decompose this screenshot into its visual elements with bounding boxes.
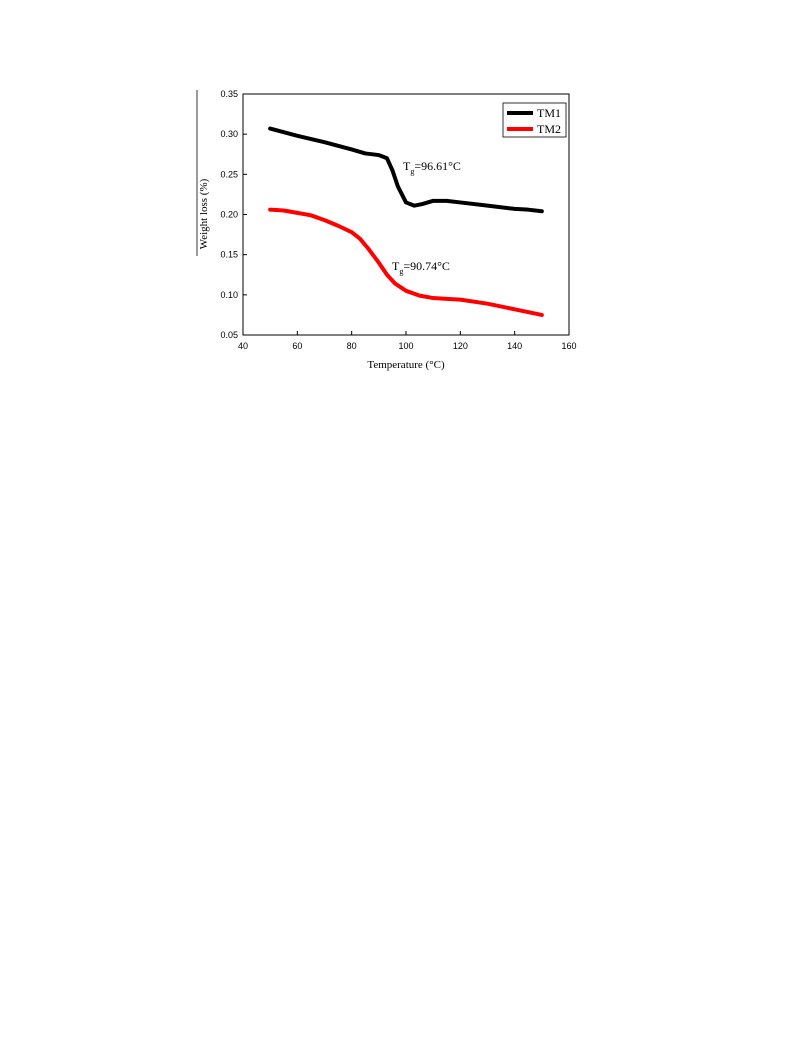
y-tick-label: 0.15 xyxy=(220,250,238,260)
data-line xyxy=(268,126,544,214)
data-line xyxy=(268,207,544,317)
legend-label: TM1 xyxy=(537,106,561,120)
x-tick-label: 160 xyxy=(561,341,576,351)
y-tick-label: 0.05 xyxy=(220,330,238,340)
legend-box xyxy=(502,102,567,138)
x-tick-label: 60 xyxy=(292,341,302,351)
legend-label: TM2 xyxy=(537,122,561,136)
y-tick-label: 0.20 xyxy=(220,210,238,220)
y-tick-label: 0.30 xyxy=(220,129,238,139)
x-tick-label: 40 xyxy=(238,341,248,351)
y-tick-label: 0.25 xyxy=(220,169,238,179)
y-tick-label: 0.10 xyxy=(220,290,238,300)
annotation-rest: =96.61°C xyxy=(414,159,461,173)
y-axis-label: Weight loss (%) xyxy=(198,178,210,249)
x-tick-label: 120 xyxy=(453,341,468,351)
x-axis-label: Temperature (°C) xyxy=(367,359,445,371)
y-tick-label: 0.35 xyxy=(220,89,238,99)
annotation: Tg=90.74°C xyxy=(392,259,450,276)
annotation-sub: g xyxy=(399,267,403,276)
annotation: Tg=96.61°C xyxy=(403,159,461,176)
x-tick-label: 100 xyxy=(398,341,413,351)
annotation-main: T xyxy=(392,259,400,273)
annotation-sub: g xyxy=(410,167,414,176)
annotation-main: T xyxy=(403,159,411,173)
x-tick-label: 80 xyxy=(347,341,357,351)
x-tick-label: 140 xyxy=(507,341,522,351)
annotation-rest: =90.74°C xyxy=(403,259,450,273)
